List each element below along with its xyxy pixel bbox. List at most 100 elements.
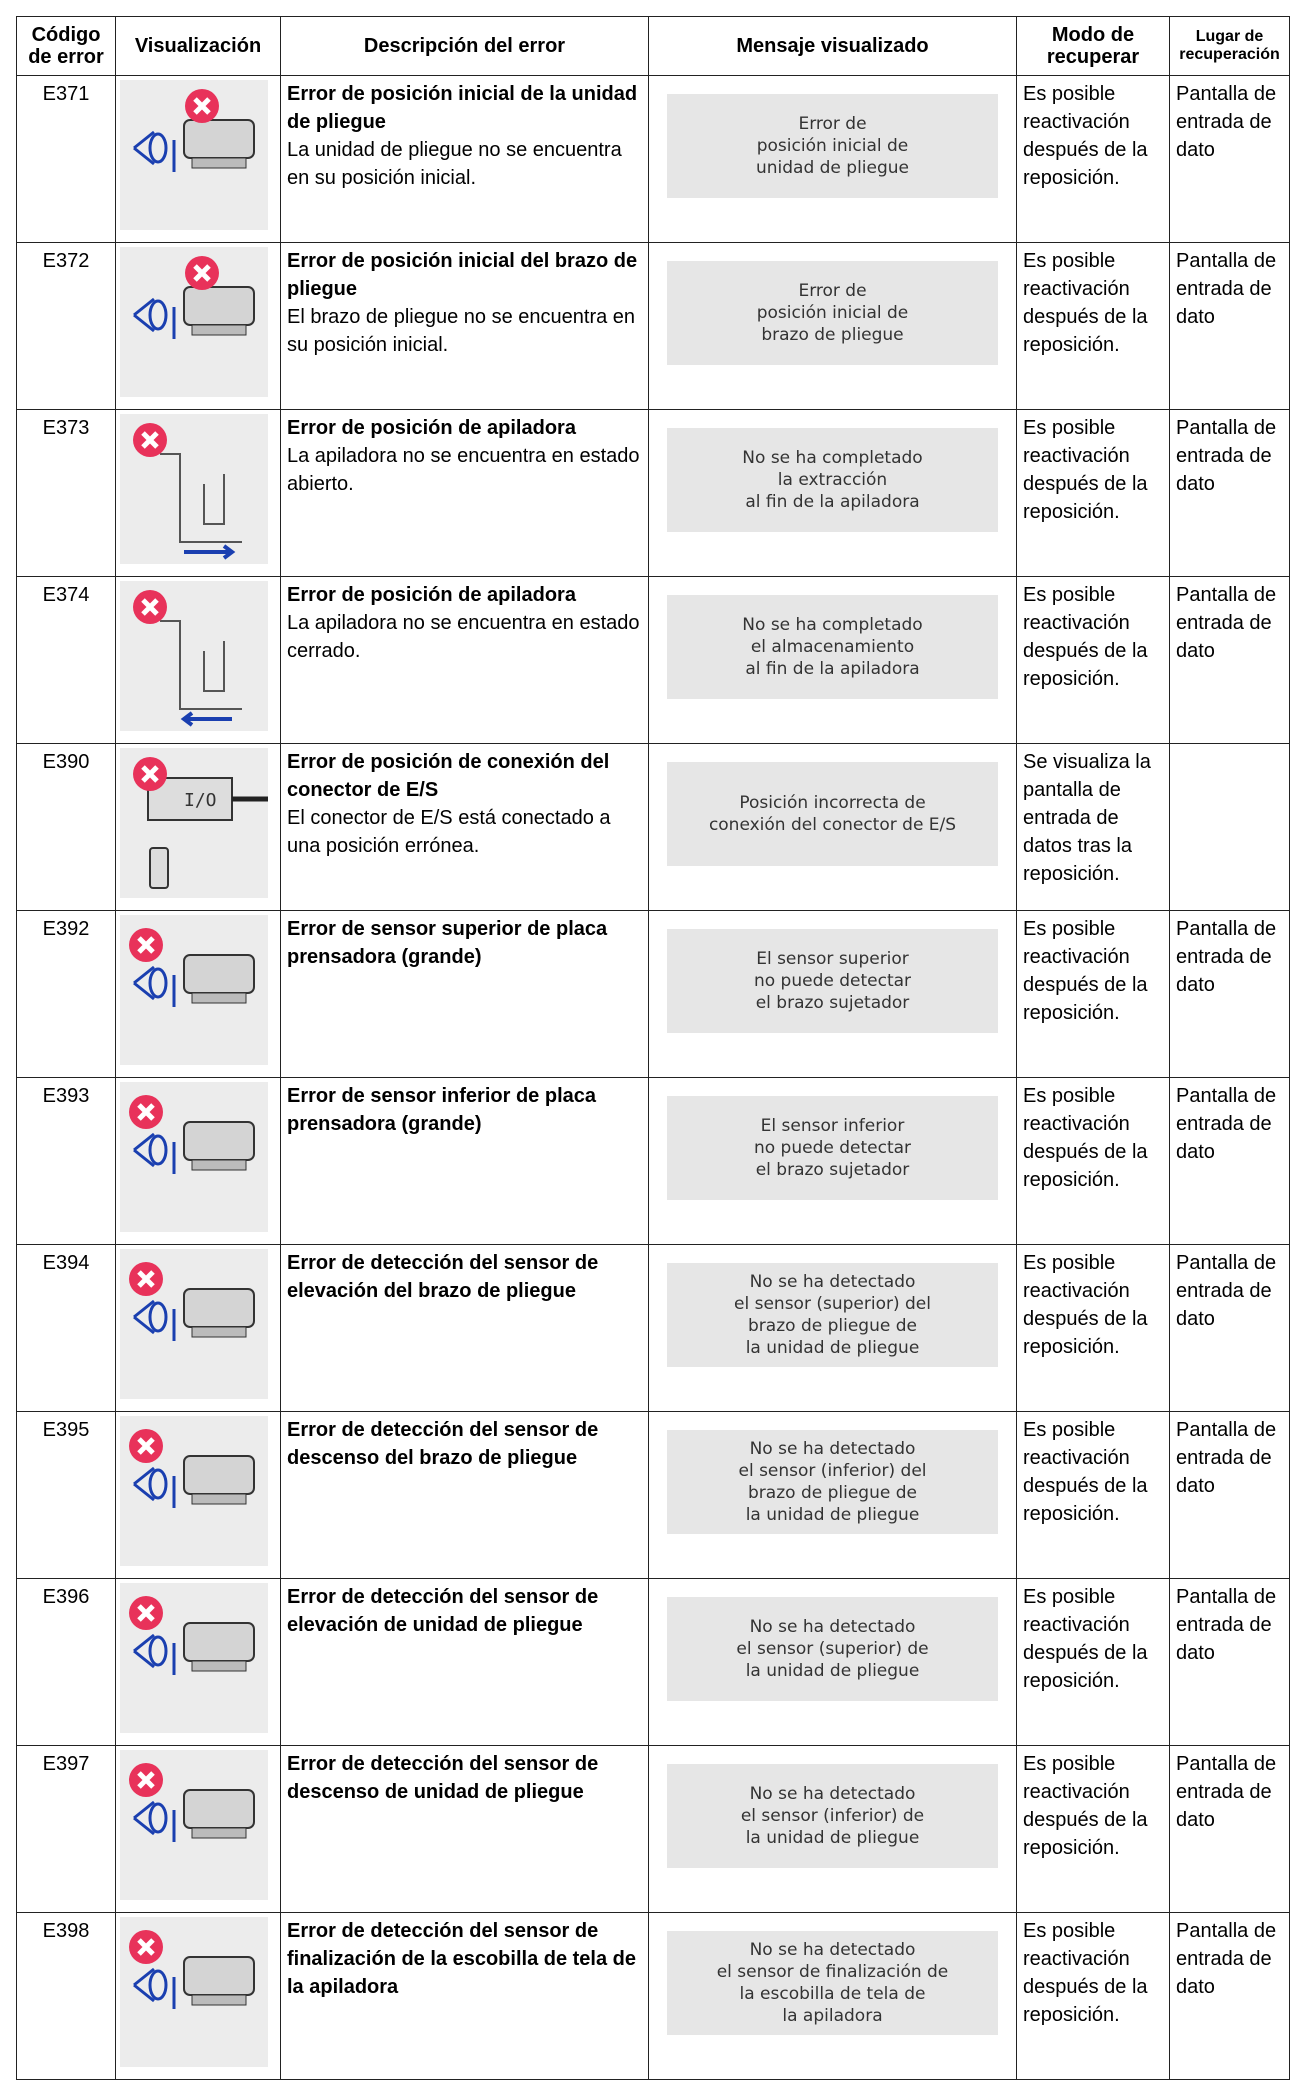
error-row: E393 Error de sensor inferior de placa pr… <box>16 1077 1290 1245</box>
visualization <box>115 576 281 744</box>
error-code: E397 <box>16 1745 116 1913</box>
error-code: E395 <box>16 1411 116 1579</box>
error-row: E390 I/O Error de posición de conexión del… <box>16 743 1290 911</box>
description-title: Error de detección del sensor de descens… <box>287 1419 599 1469</box>
message-line: Posición incorrecta de <box>739 793 926 813</box>
description-text: La unidad de pliegue no se encuentra en … <box>287 139 622 189</box>
column-header: Modo de recuperar <box>1016 16 1170 76</box>
description: Error de detección del sensor de descens… <box>280 1745 649 1913</box>
error-code: E374 <box>16 576 116 744</box>
message-cell: No se ha detectado el sensor (superior) d… <box>648 1578 1017 1746</box>
description: Error de sensor inferior de placa prensa… <box>280 1077 649 1245</box>
message-box: No se ha completado la extracción al fin d… <box>667 428 998 532</box>
description: Error de detección del sensor de elevaci… <box>280 1244 649 1412</box>
recovery-place: Pantalla de entrada de dato <box>1169 409 1290 577</box>
error-row: E392 Error de sensor superior de placa pr… <box>16 910 1290 1078</box>
message-line: No se ha detectado <box>749 1439 916 1459</box>
error-row: E394 Error de detección del sensor de ele… <box>16 1244 1290 1412</box>
message-box: No se ha detectado el sensor (inferior) d… <box>667 1430 998 1534</box>
error-code: E373 <box>16 409 116 577</box>
message-cell: No se ha completado la extracción al fin d… <box>648 409 1017 577</box>
visualization <box>115 1411 281 1579</box>
recovery-place: Pantalla de entrada de dato <box>1169 1244 1290 1412</box>
message-line: la unidad de pliegue <box>745 1338 920 1358</box>
column-header: Lugar de recuperación <box>1169 16 1290 76</box>
error-icon: I/O <box>120 748 268 898</box>
description-title: Error de posición de apiladora <box>287 417 576 439</box>
message-line: posición inicial de <box>756 136 909 156</box>
error-code: E394 <box>16 1244 116 1412</box>
message-line: la escobilla de tela de <box>739 1984 926 2004</box>
error-code: E390 <box>16 743 116 911</box>
description-text: El brazo de pliegue no se encuentra en s… <box>287 306 636 356</box>
message-box: Posición incorrecta de conexión del conec… <box>667 762 998 866</box>
column-header: Descripción del error <box>280 16 649 76</box>
message-line: la unidad de pliegue <box>745 1828 920 1848</box>
visualization <box>115 1745 281 1913</box>
description-title: Error de posición de conexión del conect… <box>287 751 610 801</box>
recovery-mode: Es posible reactivación después de la re… <box>1016 409 1170 577</box>
message-box: Error de posición inicial de brazo de plie… <box>667 261 998 365</box>
description: Error de detección del sensor de elevaci… <box>280 1578 649 1746</box>
recovery-place: Pantalla de entrada de dato <box>1169 75 1290 243</box>
error-code: E398 <box>16 1912 116 2080</box>
message-line: el sensor (superior) del <box>734 1294 931 1314</box>
error-icon <box>120 1249 268 1399</box>
description-title: Error de posición de apiladora <box>287 584 576 606</box>
recovery-place: Pantalla de entrada de dato <box>1169 242 1290 410</box>
description-title: Error de sensor inferior de placa prensa… <box>287 1085 596 1135</box>
visualization <box>115 1077 281 1245</box>
visualization <box>115 910 281 1078</box>
description-title: Error de sensor superior de placa prensa… <box>287 918 608 968</box>
recovery-mode: Se visualiza la pantalla de entrada de d… <box>1016 743 1170 911</box>
recovery-mode: Es posible reactivación después de la re… <box>1016 1578 1170 1746</box>
message-cell: No se ha detectado el sensor de finalizac… <box>648 1912 1017 2080</box>
description-title: Error de detección del sensor de finaliz… <box>287 1920 637 1998</box>
description: Error de posición inicial de la unidad d… <box>280 75 649 243</box>
message-line: brazo de pliegue <box>761 325 904 345</box>
message-line: unidad de pliegue <box>755 158 910 178</box>
message-line: No se ha detectado <box>749 1940 916 1960</box>
message-cell: No se ha detectado el sensor (superior) d… <box>648 1244 1017 1412</box>
recovery-mode: Es posible reactivación después de la re… <box>1016 1244 1170 1412</box>
error-icon <box>120 1416 268 1566</box>
error-icon <box>120 1082 268 1232</box>
message-box: No se ha completado el almacenamiento al f… <box>667 595 998 699</box>
message-cell: Error de posición inicial de brazo de plie… <box>648 242 1017 410</box>
recovery-place: Pantalla de entrada de dato <box>1169 1745 1290 1913</box>
message-cell: No se ha detectado el sensor (inferior) d… <box>648 1745 1017 1913</box>
recovery-mode: Es posible reactivación después de la re… <box>1016 1912 1170 2080</box>
error-table: Código de error Visualización Descripción … <box>16 16 1290 2080</box>
message-box: El sensor inferior no puede detectar el br… <box>667 1096 998 1200</box>
description: Error de posición de apiladora La apilado… <box>280 409 649 577</box>
error-icon <box>120 1750 268 1900</box>
error-icon <box>120 247 268 397</box>
message-line: el sensor (superior) de <box>736 1639 929 1659</box>
table-body: E371 Error de posición inicial de la unid… <box>16 75 1290 2080</box>
message-box: Error de posición inicial de unidad de pli… <box>667 94 998 198</box>
recovery-mode: Es posible reactivación después de la re… <box>1016 242 1170 410</box>
error-row: E397 Error de detección del sensor de des… <box>16 1745 1290 1913</box>
message-line: la apiladora <box>782 2006 883 2026</box>
description: Error de sensor superior de placa prensa… <box>280 910 649 1078</box>
recovery-place: Pantalla de entrada de dato <box>1169 1578 1290 1746</box>
column-header: Visualización <box>115 16 281 76</box>
message-line: brazo de pliegue de <box>748 1483 917 1503</box>
error-code: E392 <box>16 910 116 1078</box>
message-box: No se ha detectado el sensor (superior) d… <box>667 1263 998 1367</box>
message-line: el brazo sujetador <box>755 993 910 1013</box>
message-line: No se ha detectado <box>749 1784 916 1804</box>
message-line: la unidad de pliegue <box>745 1505 920 1525</box>
message-cell: El sensor inferior no puede detectar el br… <box>648 1077 1017 1245</box>
message-line: El sensor superior <box>756 949 909 969</box>
description: Error de posición de conexión del conect… <box>280 743 649 911</box>
recovery-mode: Es posible reactivación después de la re… <box>1016 576 1170 744</box>
recovery-place <box>1169 743 1290 911</box>
message-line: la unidad de pliegue <box>745 1661 920 1681</box>
recovery-mode: Es posible reactivación después de la re… <box>1016 1077 1170 1245</box>
error-code: E396 <box>16 1578 116 1746</box>
message-cell: Error de posición inicial de unidad de pli… <box>648 75 1017 243</box>
error-icon <box>120 581 268 731</box>
svg-text:I/O: I/O <box>184 790 217 811</box>
message-cell: No se ha detectado el sensor (inferior) d… <box>648 1411 1017 1579</box>
